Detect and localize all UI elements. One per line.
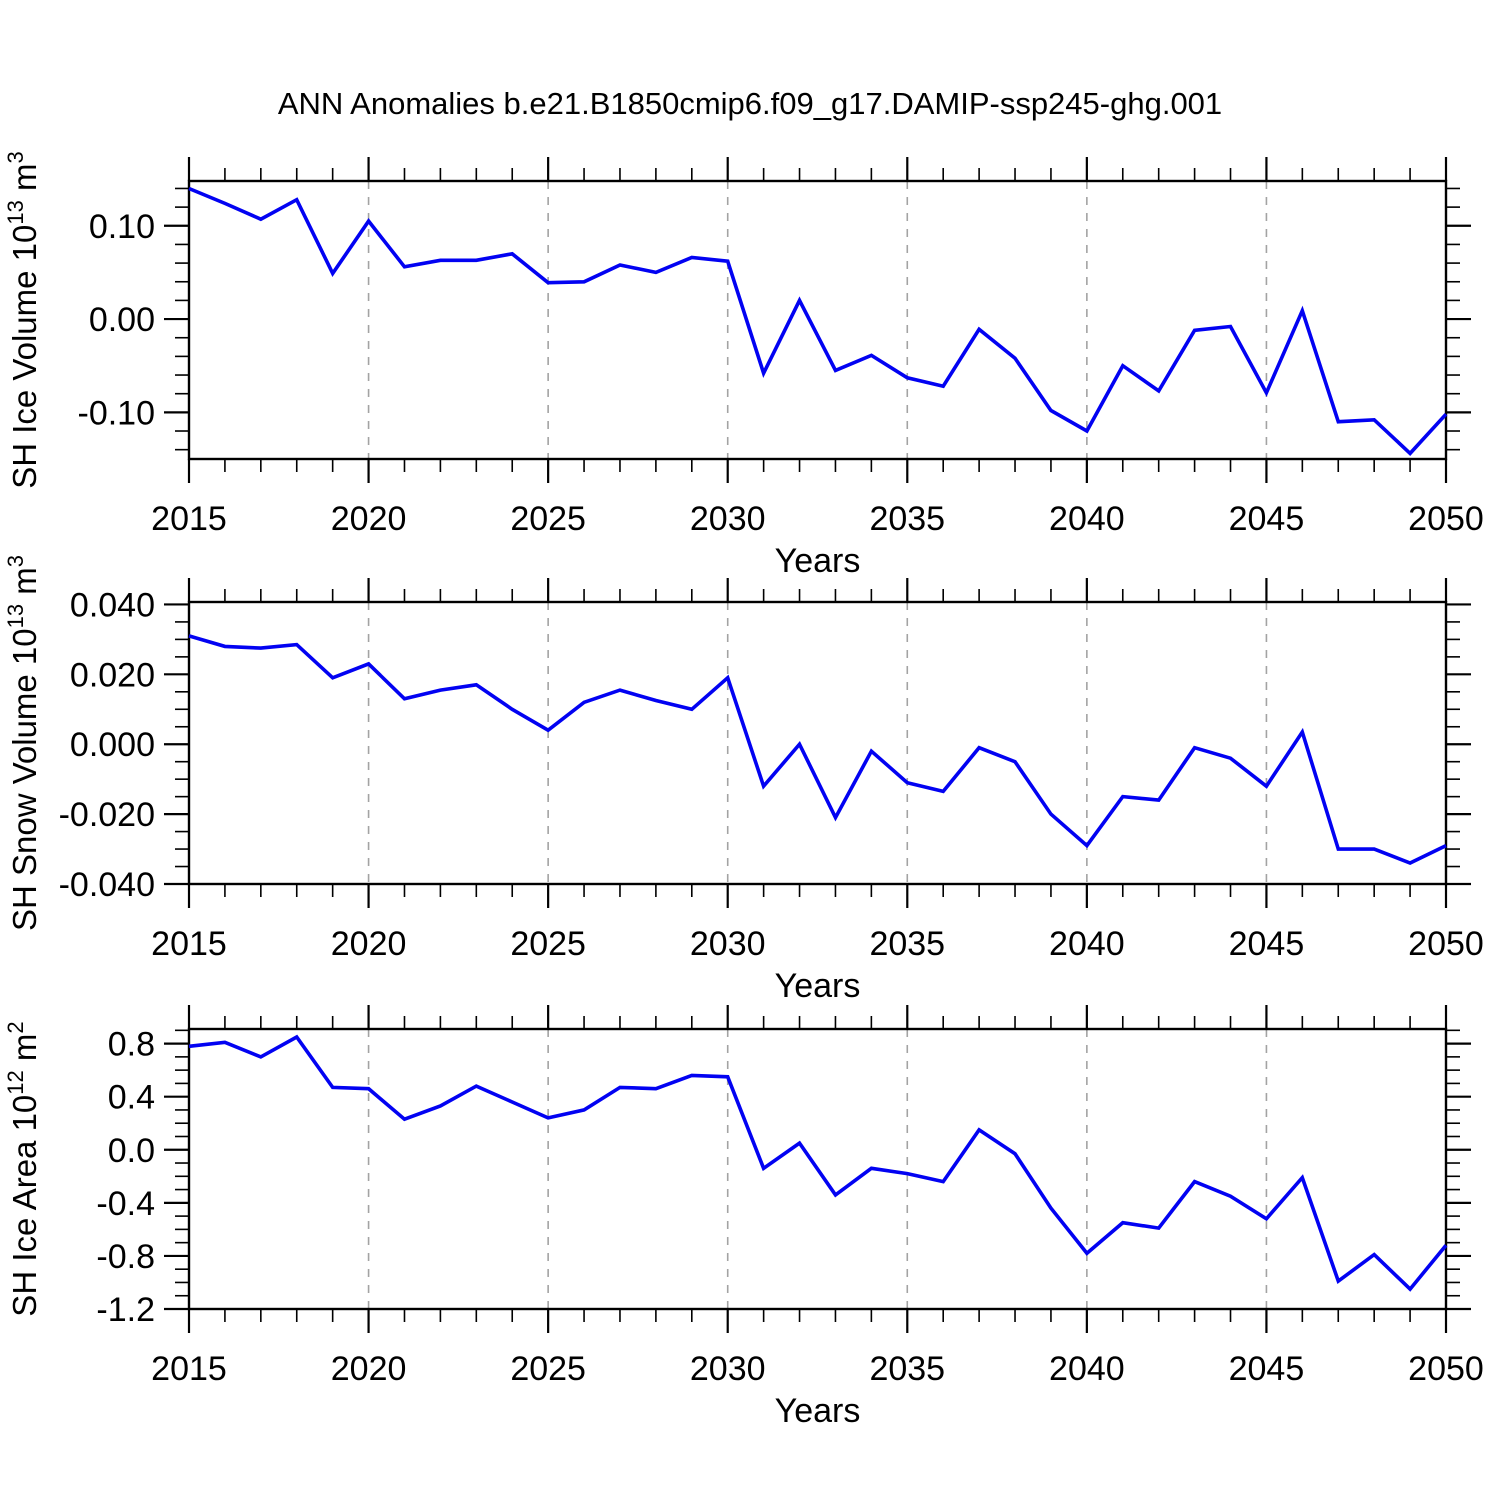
x-tick-label: 2035 — [869, 500, 945, 538]
y-tick-label: -0.8 — [96, 1238, 155, 1276]
plot-border — [187, 179, 1448, 461]
x-tick-label: 2015 — [151, 1350, 227, 1388]
y-tick-label: 0.10 — [89, 208, 155, 246]
y-tick-label: 0.4 — [108, 1079, 155, 1117]
x-tick-label: 2025 — [510, 1350, 586, 1388]
x-tick-label: 2015 — [151, 500, 227, 538]
x-tick-label: 2045 — [1229, 1350, 1305, 1388]
y-tick-label: -0.040 — [59, 866, 155, 904]
plot-border — [187, 1027, 1448, 1311]
x-tick-label: 2035 — [869, 925, 945, 963]
y-tick-label: -0.10 — [78, 394, 156, 432]
y-axis-label: SH Ice Area 1012 m2 — [3, 1021, 43, 1316]
x-tick-label: 2045 — [1229, 925, 1305, 963]
x-tick-label: 2045 — [1229, 500, 1305, 538]
x-axis-label: Years — [775, 1392, 861, 1430]
panels-group: 2015 2020 2025 2030 2035 2040 2045 2050 Years 0.1… — [3, 151, 1484, 1430]
x-tick-label: 2035 — [869, 1350, 945, 1388]
x-tick-label: 2020 — [331, 925, 407, 963]
y-tick-label: -1.2 — [96, 1291, 155, 1329]
y-tick-label: -0.4 — [96, 1185, 155, 1223]
y-axis-label: SH Ice Volume 1013 m3 — [3, 151, 43, 489]
y-axis-label: SH Snow Volume 1013 m3 — [3, 555, 43, 931]
y-tick-label: -0.020 — [59, 796, 155, 834]
x-tick-label: 2020 — [331, 500, 407, 538]
y-tick-label: 0.040 — [70, 586, 155, 624]
x-tick-label: 2030 — [690, 925, 766, 963]
x-tick-label: 2030 — [690, 500, 766, 538]
y-tick-label: 0.0 — [108, 1132, 155, 1170]
plot-border — [187, 600, 1448, 886]
chart-title: ANN Anomalies b.e21.B1850cmip6.f09_g17.D… — [278, 86, 1222, 121]
panel-sh-ice-area: 2015 2020 2025 2030 2035 2040 2045 2050 Years 0.8… — [3, 1005, 1484, 1430]
x-tick-label: 2030 — [690, 1350, 766, 1388]
x-axis-label: Years — [775, 967, 861, 1005]
x-tick-label: 2040 — [1049, 1350, 1125, 1388]
panel-sh-snow-volume: 2015 2020 2025 2030 2035 2040 2045 2050 Years 0.0… — [3, 555, 1484, 1005]
x-tick-label: 2050 — [1408, 1350, 1484, 1388]
data-line-sh-ice-area — [188, 1034, 1448, 1292]
x-tick-label: 2040 — [1049, 925, 1125, 963]
y-tick-label: 0.020 — [70, 656, 155, 694]
data-line-sh-ice-volume — [188, 186, 1448, 456]
y-tick-label: 0.000 — [70, 726, 155, 764]
y-tick-label: 0.8 — [108, 1026, 155, 1064]
y-tick-label: 0.00 — [89, 301, 155, 339]
x-tick-label: 2050 — [1408, 500, 1484, 538]
x-tick-label: 2040 — [1049, 500, 1125, 538]
x-tick-label: 2020 — [331, 1350, 407, 1388]
x-tick-label: 2025 — [510, 500, 586, 538]
x-tick-label: 2050 — [1408, 925, 1484, 963]
x-tick-label: 2015 — [151, 925, 227, 963]
data-line-sh-snow-volume — [188, 634, 1447, 865]
x-tick-label: 2025 — [510, 925, 586, 963]
x-axis-label: Years — [775, 542, 861, 580]
panel-sh-ice-volume: 2015 2020 2025 2030 2035 2040 2045 2050 Years 0.1… — [3, 151, 1484, 580]
